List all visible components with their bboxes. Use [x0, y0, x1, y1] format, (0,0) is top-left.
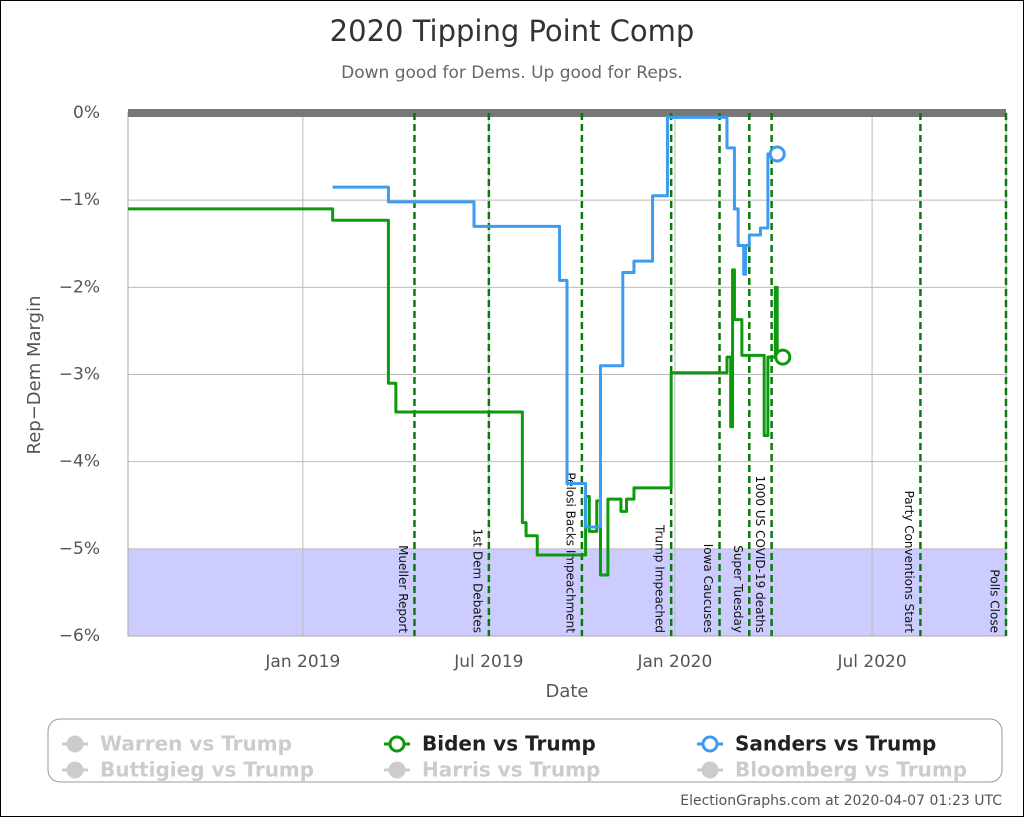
x-tick-label: Jan 2020: [636, 652, 712, 672]
x-axis-title: Date: [545, 681, 588, 702]
end-marker: [768, 145, 786, 163]
y-tick-label: −3%: [59, 365, 100, 385]
legend-marker: [388, 735, 406, 753]
event-label: Super Tuesday: [731, 545, 745, 633]
y-tick-label: 0%: [73, 103, 100, 123]
legend-label: Warren vs Trump: [100, 732, 292, 756]
legend-label: Harris vs Trump: [422, 758, 600, 782]
event-label: 1000 US COVID-19 deaths: [753, 476, 767, 634]
x-tick-label: Jul 2020: [836, 652, 906, 672]
event-label: Iowa Caucuses: [701, 544, 715, 633]
y-tick-label: −1%: [59, 190, 100, 210]
legend-box: [47, 718, 1003, 783]
legend-label: Buttigieg vs Trump: [100, 758, 314, 782]
x-tick-label: Jul 2019: [453, 652, 523, 672]
chart-title: 2020 Tipping Point Comp: [330, 14, 695, 48]
event-label: Polls Close: [988, 569, 1002, 633]
legend-item[interactable]: Bloomberg vs Trump: [697, 758, 967, 782]
chart-subtitle: Down good for Dems. Up good for Reps.: [341, 63, 683, 83]
credit: ElectionGraphs.com at 2020-04-07 01:23 U…: [680, 793, 1002, 809]
legend-item[interactable]: Sanders vs Trump: [697, 732, 936, 756]
end-marker: [774, 348, 792, 366]
legend-label: Bloomberg vs Trump: [735, 758, 967, 782]
event-label: Trump Impeached: [653, 524, 667, 633]
legend-marker: [701, 761, 719, 779]
shaded-band: [128, 548, 1006, 636]
x-tick-label: Jan 2019: [264, 652, 340, 672]
legend-item[interactable]: Warren vs Trump: [62, 732, 292, 756]
legend-item[interactable]: Buttigieg vs Trump: [62, 758, 314, 782]
series-line: [128, 207, 783, 577]
legend-marker: [388, 761, 406, 779]
y-tick-label: −2%: [59, 277, 100, 297]
legend-item[interactable]: Biden vs Trump: [384, 732, 596, 756]
legend-label: Biden vs Trump: [422, 732, 596, 756]
y-tick-label: −5%: [59, 539, 100, 559]
legend-marker: [701, 735, 719, 753]
y-tick-label: −6%: [59, 626, 100, 646]
legend-marker: [66, 735, 84, 753]
event-label: Party Conventions Start: [902, 491, 916, 634]
y-axis-title: Rep−Dem Margin: [24, 296, 45, 455]
event-label: Mueller Report: [396, 545, 410, 633]
legend-item[interactable]: Harris vs Trump: [384, 758, 600, 782]
series-line: [332, 115, 778, 529]
legend-label: Sanders vs Trump: [735, 732, 936, 756]
event-label: Pelosi Backs Impeachment: [563, 472, 577, 633]
event-label: 1st Dem Debates: [470, 529, 484, 633]
y-tick-label: −4%: [59, 452, 100, 472]
legend-marker: [66, 761, 84, 779]
